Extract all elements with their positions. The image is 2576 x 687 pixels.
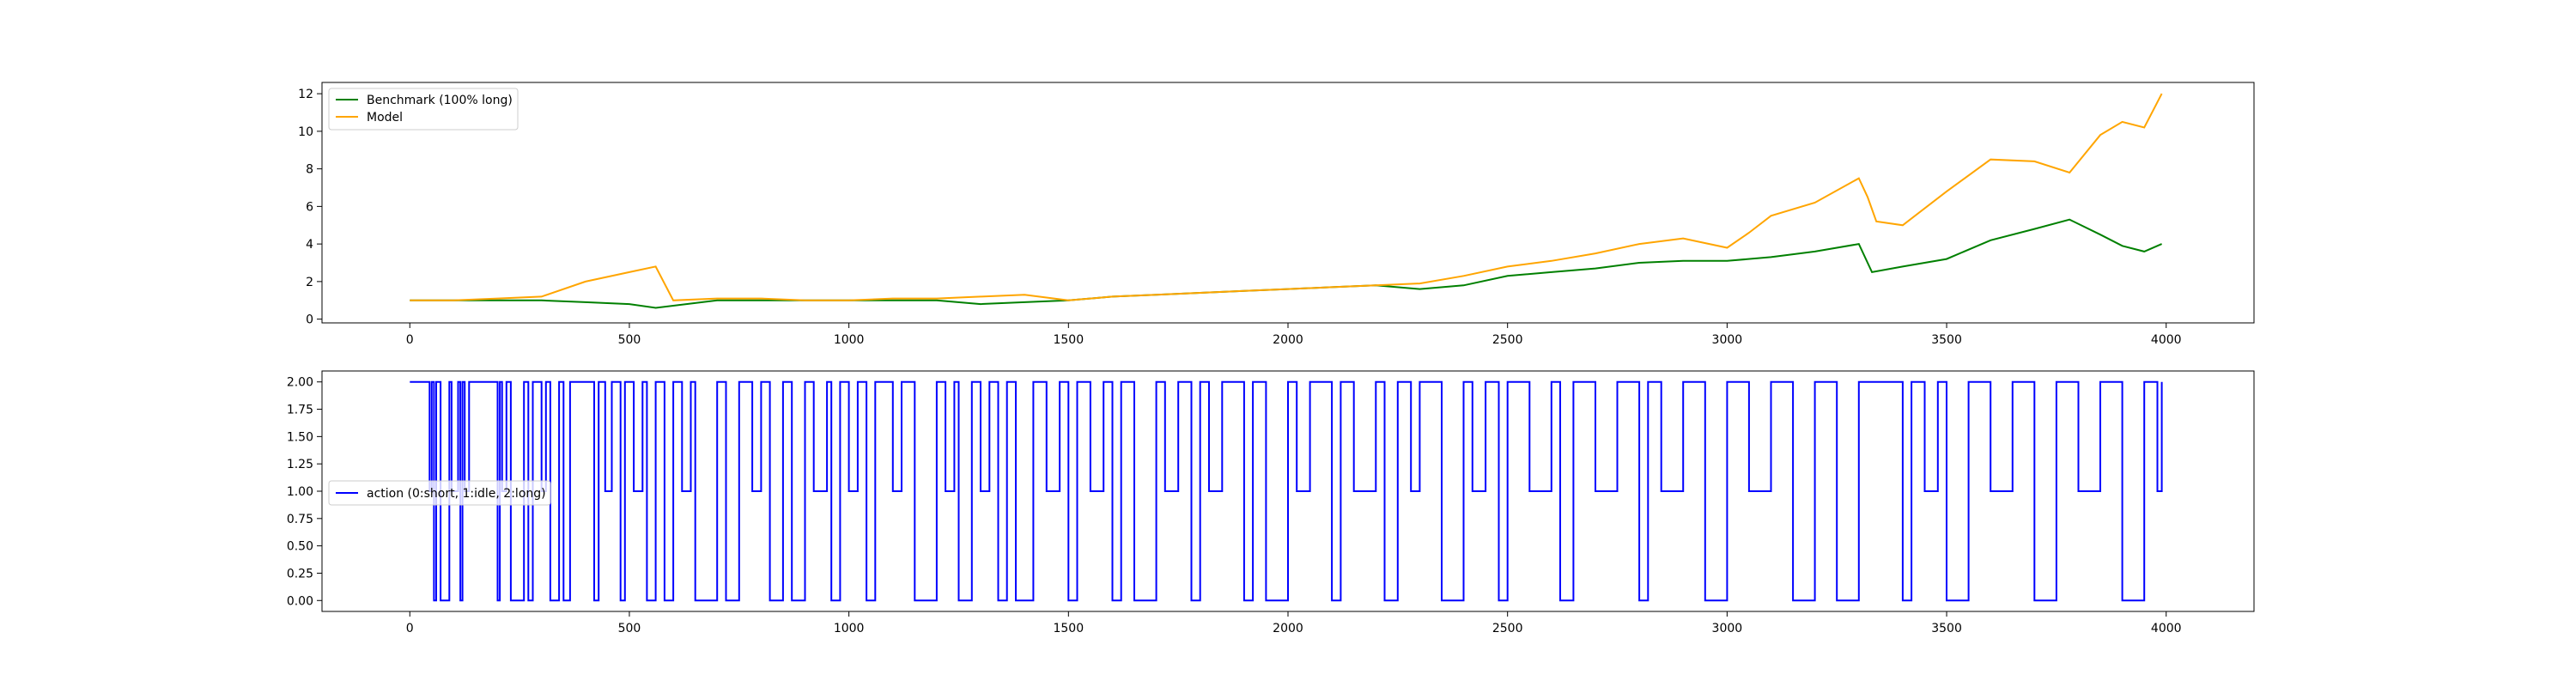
- x-tick-label: 1000: [834, 333, 865, 347]
- legend-box: [328, 480, 551, 506]
- legend-label-action: action (0:short, 1:idle, 2:long): [367, 487, 546, 501]
- x-tick-label: 1500: [1053, 333, 1084, 347]
- axes-frame: [321, 370, 2255, 612]
- x-tick-label: 3000: [1712, 622, 1743, 635]
- y-tick-label: 12: [298, 88, 313, 101]
- y-tick-label: 0.75: [287, 513, 313, 526]
- x-axis-ticks: 0 500 1000 1500 2000 2500 3000 3500 4000: [406, 323, 2182, 347]
- y-tick-label: 0.50: [287, 540, 313, 554]
- legend-box: [328, 88, 519, 131]
- action-panel: 0 500 1000 1500 2000 2500 3000 3500 4000 0.00 0.2…: [287, 370, 2255, 635]
- y-tick-label: 1.75: [287, 404, 313, 417]
- x-tick-label: 2500: [1492, 622, 1523, 635]
- series-line-0: [410, 380, 2163, 602]
- plot-area: [322, 82, 2254, 323]
- x-tick-label: 1000: [834, 622, 865, 635]
- y-axis-ticks: 0.00 0.25 0.50 0.75 1.00 1.25 1.50 1.75 2.00: [287, 376, 322, 608]
- legend: Benchmark (100% long) Model: [328, 88, 519, 131]
- legend: action (0:short, 1:idle, 2:long): [328, 480, 551, 506]
- y-tick-label: 1.50: [287, 430, 313, 444]
- axes-frame: [321, 82, 2255, 324]
- y-tick-label: 8: [306, 163, 313, 177]
- x-tick-label: 0: [406, 622, 414, 635]
- equity-curve-panel: 0 500 1000 1500 2000 2500 3000 3500 4000 0 2 4 6 8 10…: [298, 82, 2255, 347]
- y-axis-ticks: 0 2 4 6 8 10 12: [298, 88, 322, 327]
- x-tick-label: 1500: [1053, 622, 1084, 635]
- y-tick-label: 1.00: [287, 485, 313, 499]
- x-tick-label: 0: [406, 333, 414, 347]
- x-tick-label: 500: [618, 333, 641, 347]
- x-tick-label: 3500: [1931, 622, 1962, 635]
- x-tick-label: 500: [618, 622, 641, 635]
- y-tick-label: 0: [306, 313, 313, 327]
- x-tick-label: 3500: [1931, 333, 1962, 347]
- x-tick-label: 4000: [2151, 333, 2182, 347]
- legend-label-benchmark: Benchmark (100% long): [367, 94, 513, 107]
- series-line-1: [410, 93, 2163, 301]
- series-group: [410, 380, 2163, 602]
- x-tick-label: 2000: [1273, 622, 1303, 635]
- y-tick-label: 0.00: [287, 594, 313, 608]
- x-axis-ticks: 0 500 1000 1500 2000 2500 3000 3500 4000: [406, 611, 2182, 635]
- y-tick-label: 2.00: [287, 376, 313, 390]
- x-tick-label: 4000: [2151, 622, 2182, 635]
- series-group: [410, 93, 2163, 309]
- y-tick-label: 2: [306, 276, 313, 289]
- y-tick-label: 6: [306, 200, 313, 214]
- x-tick-label: 2000: [1273, 333, 1303, 347]
- legend-label-model: Model: [367, 111, 403, 125]
- y-tick-label: 1.25: [287, 458, 313, 471]
- y-tick-label: 0.25: [287, 567, 313, 581]
- x-tick-label: 3000: [1712, 333, 1743, 347]
- x-tick-label: 2500: [1492, 333, 1523, 347]
- y-tick-label: 4: [306, 238, 313, 252]
- y-tick-label: 10: [298, 125, 313, 139]
